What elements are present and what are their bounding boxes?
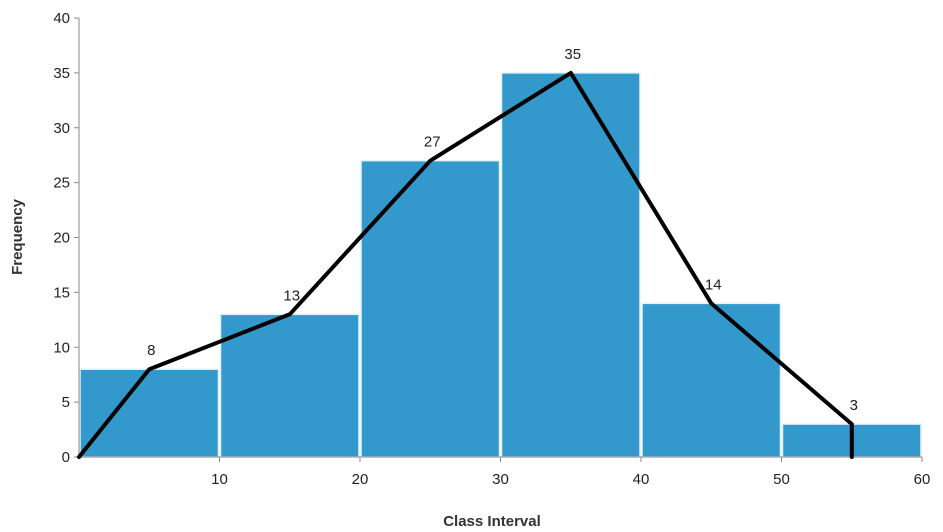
bar-0-10 — [79, 368, 220, 458]
x-tick-label-20: 20 — [352, 471, 369, 488]
data-label-10-20: 13 — [283, 287, 300, 304]
y-tick-label-15: 15 — [53, 284, 70, 301]
data-label-0-10: 8 — [147, 342, 155, 359]
x-axis-title: Class Interval — [443, 513, 541, 530]
x-tick-label-40: 40 — [633, 471, 650, 488]
y-tick-label-25: 25 — [53, 175, 70, 192]
axes-group: 0 5 10 15 20 25 30 35 40 10 20 30 40 50 60 — [53, 10, 930, 488]
data-label-40-50: 14 — [705, 276, 722, 293]
y-tick-label-20: 20 — [53, 230, 70, 247]
x-tick-label-60: 60 — [914, 471, 931, 488]
data-label-30-40: 35 — [564, 46, 581, 63]
frequency-polygon-group — [77, 70, 854, 459]
bars-group — [79, 72, 922, 458]
bar-10-20 — [219, 313, 360, 458]
data-label-50-60: 3 — [850, 397, 858, 414]
x-tick-label-50: 50 — [773, 471, 790, 488]
y-tick-label-5: 5 — [62, 394, 70, 411]
y-tick-label-30: 30 — [53, 120, 70, 137]
bar-30-40 — [500, 72, 641, 458]
bar-40-50 — [641, 302, 782, 458]
y-tick-label-35: 35 — [53, 65, 70, 82]
data-labels-group: 8 13 27 35 14 3 — [147, 46, 858, 414]
data-label-20-30: 27 — [424, 134, 441, 151]
y-tick-label-40: 40 — [53, 10, 70, 27]
y-tick-label-10: 10 — [53, 339, 70, 356]
y-tick-label-0: 0 — [62, 449, 70, 466]
bar-20-30 — [360, 159, 501, 458]
x-tick-label-30: 30 — [492, 471, 509, 488]
x-tick-label-10: 10 — [211, 471, 228, 488]
frequency-polygon-line — [77, 70, 854, 459]
y-axis-title: Frequency — [9, 198, 26, 275]
